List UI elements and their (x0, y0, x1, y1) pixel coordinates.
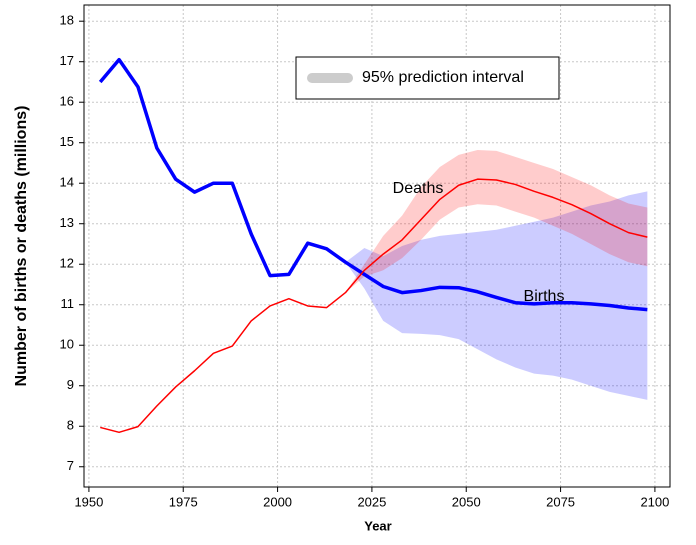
y-axis-label: Number of births or deaths (millions) (13, 106, 30, 387)
y-tick-label: 10 (60, 337, 74, 352)
y-tick-label: 13 (60, 215, 74, 230)
x-tick-label: 2025 (357, 494, 386, 509)
y-tick-label: 11 (61, 296, 75, 311)
x-tick-label: 1975 (169, 494, 198, 509)
plot-frame (83, 4, 671, 488)
legend-label: 95% prediction interval (362, 69, 524, 86)
series-label: Births (524, 288, 565, 305)
y-tick-label: 12 (60, 256, 74, 271)
y-tick-label: 18 (60, 13, 74, 28)
x-tick-label: 2100 (640, 494, 669, 509)
x-tick-label: 2075 (546, 494, 575, 509)
series-line (98, 57, 648, 312)
x-axis-label: Year (364, 518, 391, 533)
x-tick-label: 1950 (74, 494, 103, 509)
prediction-band (345, 150, 648, 293)
series-label: Deaths (393, 180, 444, 197)
y-tick-label: 16 (60, 94, 74, 109)
y-tick-label: 8 (67, 418, 74, 433)
y-tick-label: 7 (67, 458, 74, 473)
series-line (100, 178, 648, 434)
y-tick-label: 14 (60, 175, 74, 190)
x-tick-label: 2050 (452, 494, 481, 509)
y-tick-label: 9 (67, 377, 74, 392)
y-tick-label: 17 (60, 53, 74, 68)
y-tick-label: 15 (60, 134, 74, 149)
x-tick-label: 2000 (263, 494, 292, 509)
